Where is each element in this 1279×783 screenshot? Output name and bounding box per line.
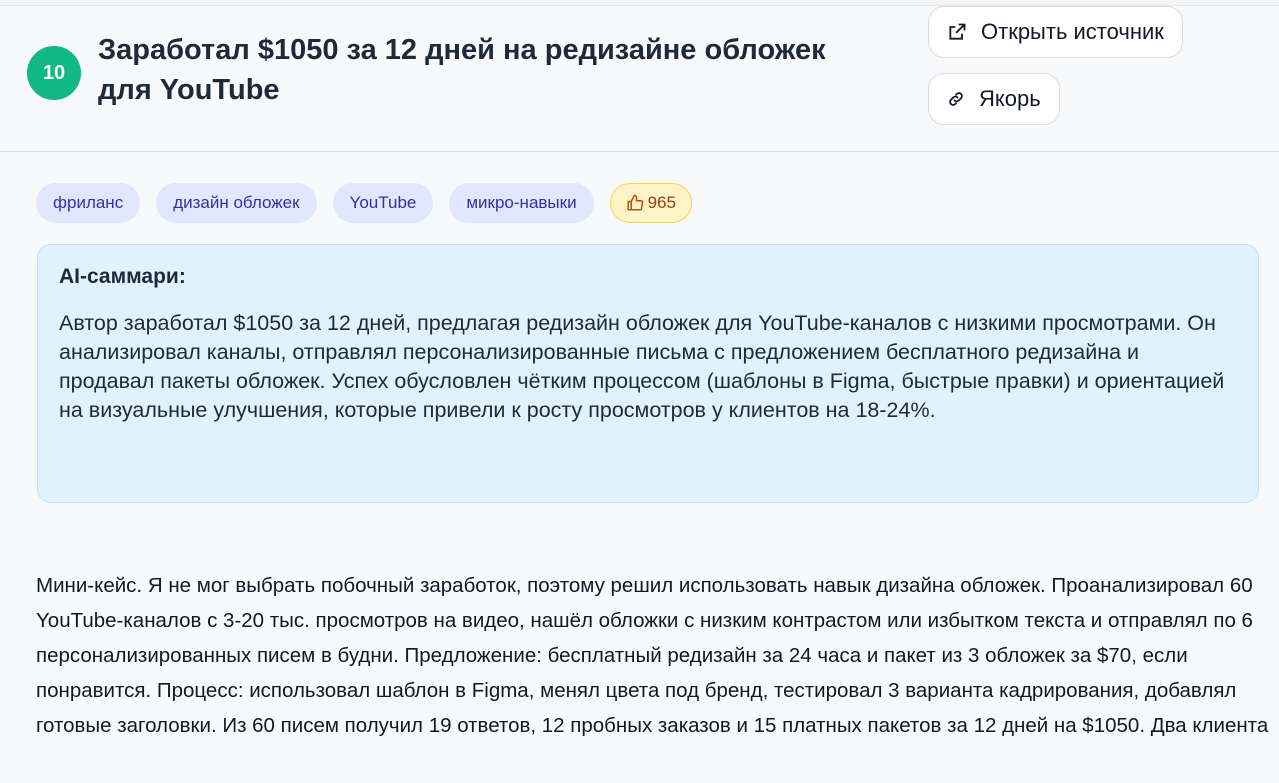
link-icon <box>949 92 963 106</box>
anchor-label: Якорь <box>979 86 1041 111</box>
rank-badge: 10 <box>27 46 81 100</box>
tag[interactable]: микро-навыки <box>449 183 594 223</box>
post-header: 10 Заработал $1050 за 12 дней на редизай… <box>0 6 1279 152</box>
summary-heading: AI-саммари: <box>59 265 186 288</box>
tag-list: фриланс дизайн обложек YouTube микро-нав… <box>36 183 692 223</box>
top-divider <box>0 0 1279 6</box>
post-title: Заработал $1050 за 12 дней на редизайне … <box>98 34 826 106</box>
summary-text: Автор заработал $1050 за 12 дней, предла… <box>59 311 1225 422</box>
open-source-label: Открыть источник <box>981 19 1164 44</box>
likes-count: 965 <box>647 193 676 212</box>
tag[interactable]: дизайн обложек <box>156 183 317 223</box>
open-source-button[interactable]: Открыть источник <box>928 6 1183 58</box>
likes-badge[interactable]: 965 <box>609 183 692 223</box>
ai-summary-box: AI-саммари: Автор заработал $1050 за 12 … <box>37 244 1259 503</box>
post-body: Мини-кейс. Я не мог выбрать побочный зар… <box>36 574 1269 737</box>
tag[interactable]: YouTube <box>332 183 434 223</box>
anchor-button[interactable]: Якорь <box>928 73 1060 125</box>
thumbs-up-icon <box>627 194 643 211</box>
external-link-icon <box>949 23 966 40</box>
tag[interactable]: фриланс <box>36 183 141 223</box>
